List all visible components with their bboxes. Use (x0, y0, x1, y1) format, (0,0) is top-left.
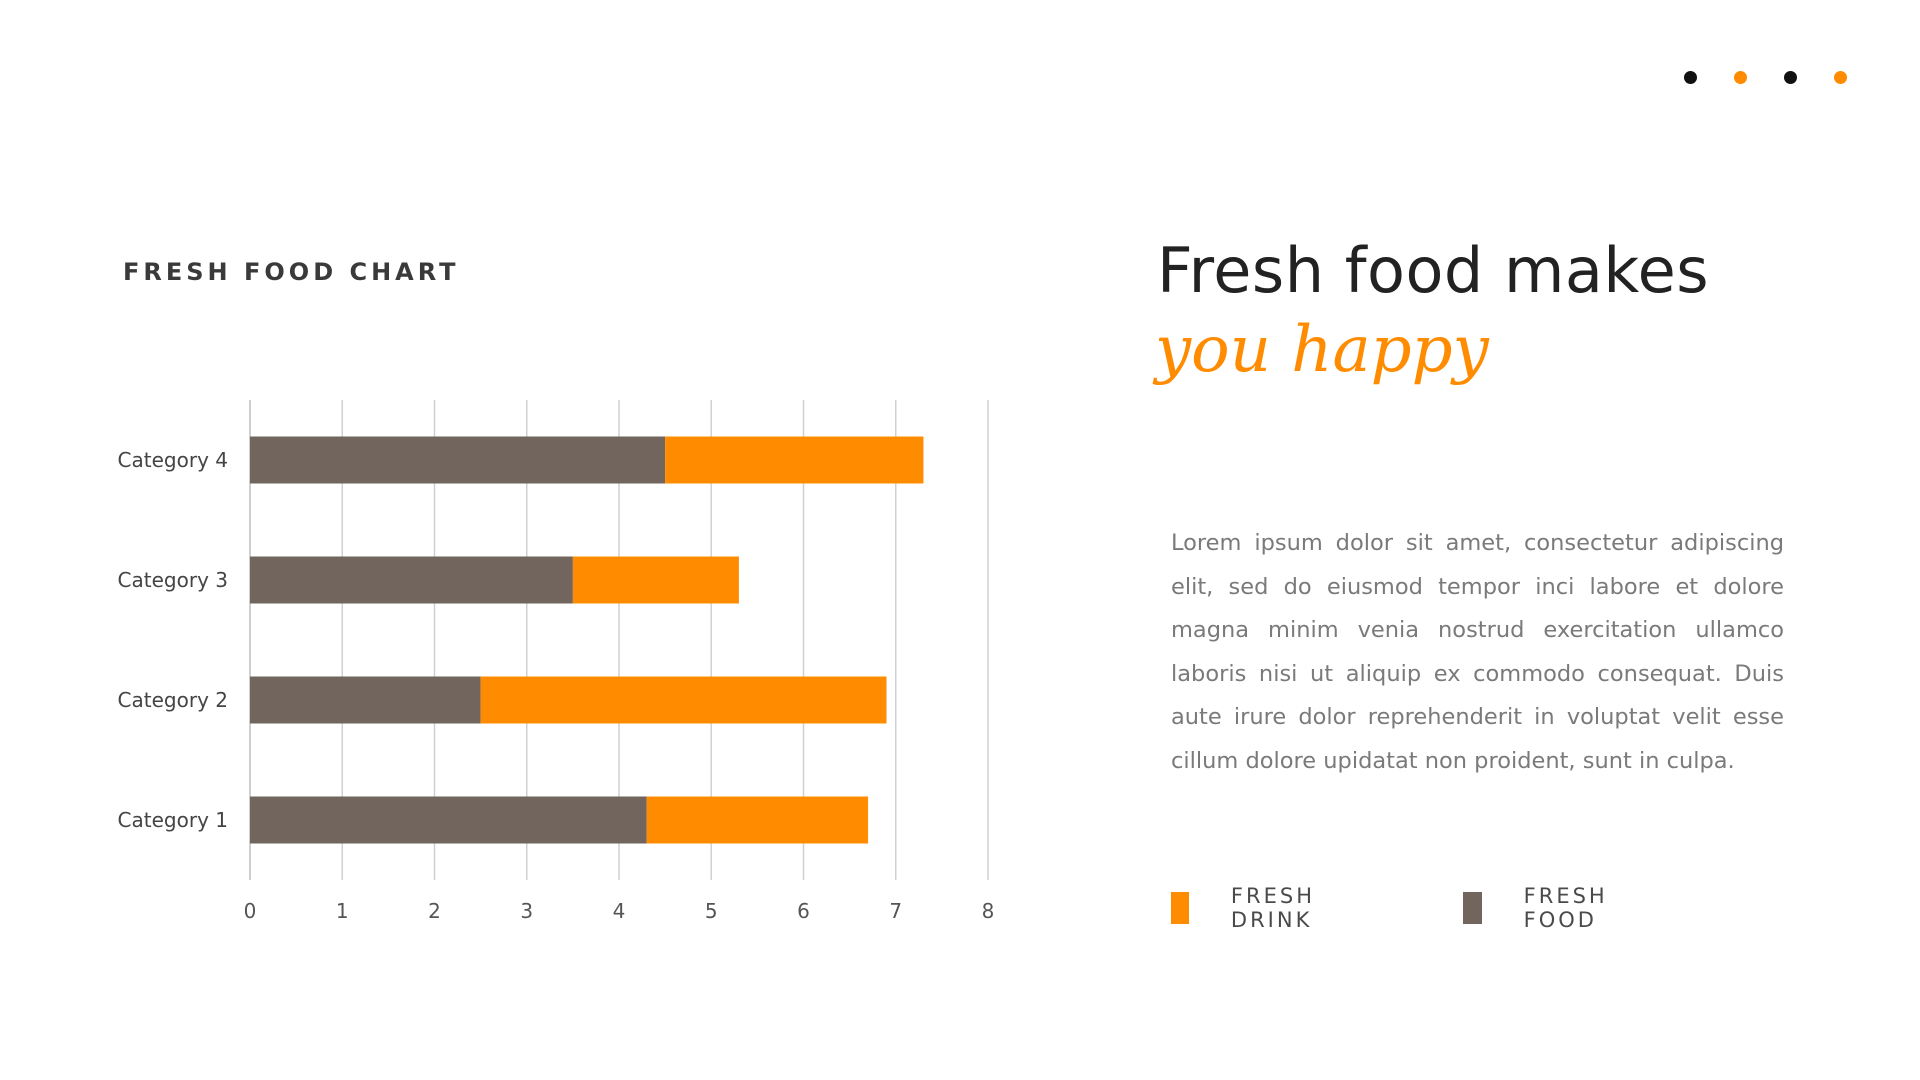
y-category-label: Category 2 (118, 688, 228, 712)
x-tick-label: 5 (705, 899, 718, 923)
fresh-drink-label: FRESH DRINK (1230, 884, 1315, 932)
bar-segment (250, 676, 481, 724)
fresh-drink-swatch (1171, 892, 1189, 924)
bar-chart: 0 1 2 3 4 5 6 7 8 Category 1 Category 2 Category 3 C… (118, 400, 995, 923)
x-tick-label: 8 (982, 899, 995, 923)
fresh-food-label: FRESH FOOD (1523, 884, 1608, 932)
bar-segment (665, 436, 924, 484)
bar-segment (250, 556, 573, 604)
x-tick-label: 6 (797, 899, 810, 923)
bar-segment (250, 436, 666, 484)
x-tick-label: 0 (244, 899, 257, 923)
x-tick-label: 2 (428, 899, 441, 923)
x-tick-label: 3 (520, 899, 533, 923)
nav-dot-1[interactable] (1684, 71, 1697, 84)
fresh-food-swatch (1463, 892, 1482, 924)
headline: Fresh food makes (1157, 234, 1710, 307)
bar-segment (646, 796, 869, 844)
chart-title: FRESH FOOD CHART (123, 258, 460, 286)
subheadline: you happy (1155, 313, 1489, 387)
legend-item-fresh-food: FRESH FOOD (1463, 884, 1621, 932)
nav-dot-4[interactable] (1834, 71, 1847, 84)
x-tick-label: 4 (613, 899, 626, 923)
legend-item-fresh-drink: FRESH DRINK (1171, 884, 1329, 932)
y-category-label: Category 1 (118, 808, 228, 832)
nav-dot-3[interactable] (1784, 71, 1797, 84)
bar-segment (572, 556, 739, 604)
x-tick-label: 1 (336, 899, 349, 923)
body-paragraph: Lorem ipsum dolor sit amet, consectetur … (1171, 530, 1784, 774)
x-tick-label: 7 (889, 899, 902, 923)
nav-dot-2[interactable] (1734, 71, 1747, 84)
y-category-label: Category 4 (118, 448, 228, 472)
bar-segment (250, 796, 647, 844)
bar-segment (480, 676, 887, 724)
slide-nav-dots (1684, 71, 1847, 84)
y-category-label: Category 3 (118, 568, 228, 592)
